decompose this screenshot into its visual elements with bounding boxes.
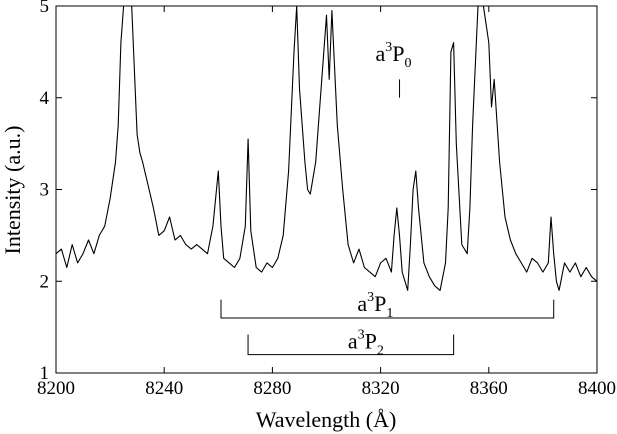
y-tick-label-0: 1 [40,363,50,384]
p0-sub: 0 [405,56,412,71]
p2-base: a [348,329,358,354]
p0-main: P [392,41,404,66]
p2-main: P [365,329,377,354]
p1-bracket [220,299,555,319]
p2-label: a3P2 [348,328,384,359]
x-tick-label-4: 8360 [470,378,508,399]
x-tick-label-5: 8400 [578,378,616,399]
y-tick-label-1: 2 [40,271,50,292]
p1-sup: 3 [367,290,374,305]
p0-label: a3P0 [376,40,412,71]
x-tick-label-0: 8200 [37,378,75,399]
x-tick-label-1: 8240 [145,378,183,399]
x-axis-title: Wavelength (Å) [256,407,397,432]
y-tick-label-3: 4 [40,88,50,109]
y-tick-label-4: 5 [40,0,50,17]
p1-sub: 1 [386,306,393,321]
p0-base: a [376,41,386,66]
p2-bracket [247,334,455,356]
x-tick-label-2: 8280 [253,378,291,399]
p1-label: a3P1 [357,290,393,321]
y-tick-label-2: 3 [40,180,50,201]
p1-base: a [357,291,367,316]
y-axis-title: Intensity (a.u.) [0,126,25,255]
axis-ticks [55,5,598,374]
p0-sup: 3 [385,40,392,55]
p2-sub: 2 [377,344,384,359]
p2-sup: 3 [358,328,365,343]
intensity-series-line [55,5,598,291]
p1-main: P [374,291,386,316]
x-tick-label-3: 8320 [362,378,400,399]
